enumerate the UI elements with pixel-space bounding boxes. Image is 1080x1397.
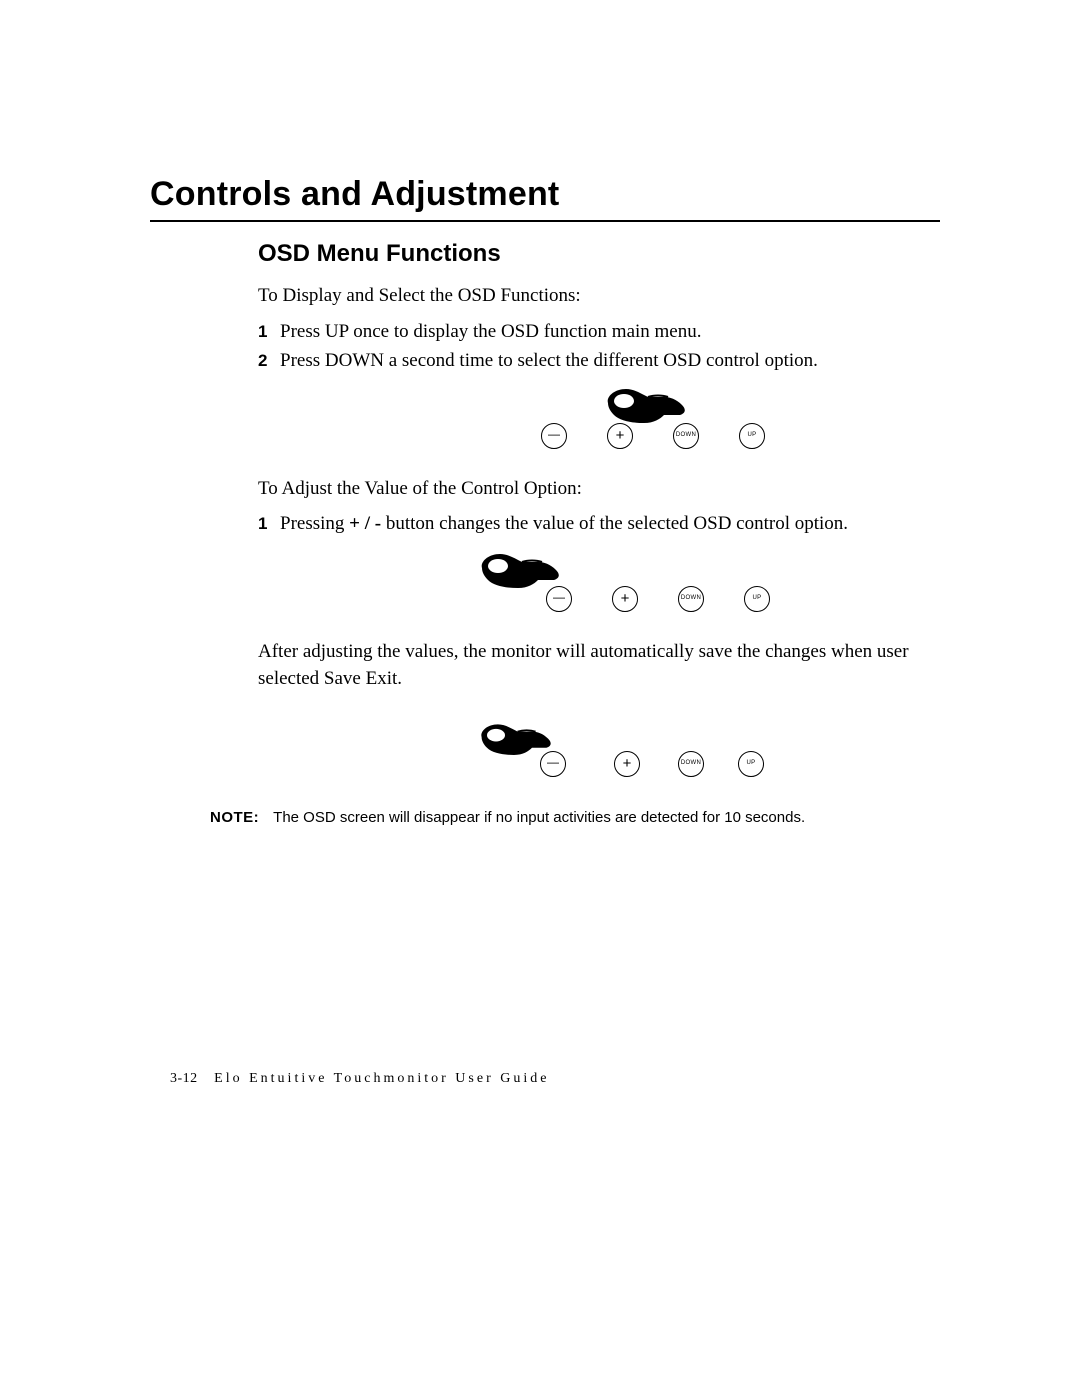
plus-button-label: + (621, 588, 630, 610)
step-item: 1 Press UP once to display the OSD functi… (258, 318, 940, 346)
down-button-icon: DOWN (678, 751, 704, 777)
down-button-label: DOWN (681, 759, 701, 768)
plus-button-label: + (616, 425, 625, 447)
step-number: 1 (258, 512, 272, 538)
subsection-heading: OSD Menu Functions (258, 240, 940, 268)
down-button-label: DOWN (681, 594, 701, 603)
step-text: Press DOWN a second time to select the d… (280, 347, 818, 375)
step-item: 1 Pressing + / - button changes the value… (258, 510, 940, 538)
note-text: The OSD screen will disappear if no inpu… (273, 809, 805, 826)
minus-button-label: — (548, 426, 560, 443)
plus-button-icon: + (614, 751, 640, 777)
footer-title: Elo Entuitive Touchmonitor User Guide (214, 1071, 549, 1086)
up-button-icon: UP (739, 423, 765, 449)
title-rule (150, 220, 940, 222)
step-key: DOWN (325, 350, 384, 371)
down-button-icon: DOWN (678, 586, 704, 612)
page-number: 3-12 (170, 1071, 198, 1086)
document-page: Controls and Adjustment OSD Menu Functio… (0, 0, 1080, 1397)
step-text: Pressing + / - button changes the value … (280, 510, 848, 538)
minus-button-label: — (547, 754, 559, 771)
minus-button-label: — (553, 589, 565, 606)
steps-display-select: 1 Press UP once to display the OSD functi… (258, 318, 940, 375)
intro-adjust-value: To Adjust the Value of the Control Optio… (258, 475, 940, 503)
note-label: NOTE: (210, 809, 259, 826)
section-title: Controls and Adjustment (150, 175, 940, 214)
minus-button-icon: — (546, 586, 572, 612)
up-button-label: UP (747, 759, 756, 768)
figure-press-down: — + DOWN UP (258, 393, 940, 457)
down-button-icon: DOWN (673, 423, 699, 449)
figure-save-exit: — + DOWN UP (258, 717, 940, 781)
down-button-label: DOWN (676, 431, 696, 440)
minus-button-icon: — (540, 751, 566, 777)
step-item: 2 Press DOWN a second time to select the … (258, 347, 940, 375)
up-button-icon: UP (738, 751, 764, 777)
body-content: To Display and Select the OSD Functions:… (258, 282, 940, 781)
up-button-label: UP (753, 594, 762, 603)
paragraph-save-exit: After adjusting the values, the monitor … (258, 638, 940, 693)
up-button-label: UP (748, 431, 757, 440)
intro-display-select: To Display and Select the OSD Functions: (258, 282, 940, 310)
minus-button-icon: — (541, 423, 567, 449)
step-key: + / - (349, 513, 381, 534)
figure-press-plus-minus: — + DOWN UP (258, 556, 940, 620)
step-key: UP (325, 321, 349, 342)
steps-adjust-value: 1 Pressing + / - button changes the value… (258, 510, 940, 538)
page-footer: 3-12 Elo Entuitive Touchmonitor User Gui… (170, 1071, 549, 1087)
step-text: Press UP once to display the OSD functio… (280, 318, 702, 346)
plus-button-icon: + (612, 586, 638, 612)
step-number: 1 (258, 320, 272, 346)
note-block: NOTE: The OSD screen will disappear if n… (210, 809, 940, 826)
step-number: 2 (258, 349, 272, 375)
up-button-icon: UP (744, 586, 770, 612)
plus-button-label: + (623, 753, 632, 775)
plus-button-icon: + (607, 423, 633, 449)
